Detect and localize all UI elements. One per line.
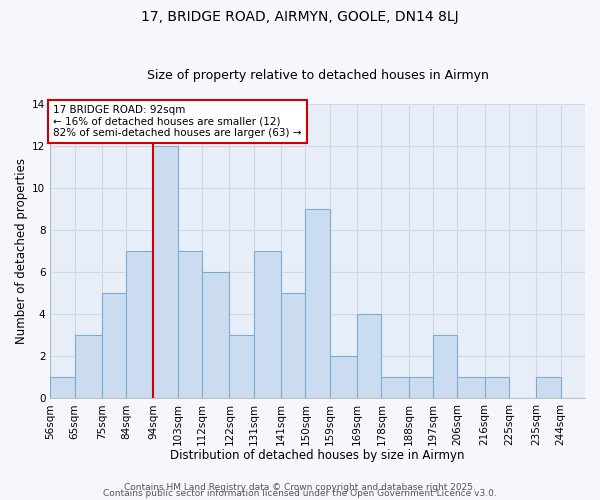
Text: 17 BRIDGE ROAD: 92sqm
← 16% of detached houses are smaller (12)
82% of semi-deta: 17 BRIDGE ROAD: 92sqm ← 16% of detached … <box>53 105 301 138</box>
X-axis label: Distribution of detached houses by size in Airmyn: Distribution of detached houses by size … <box>170 450 465 462</box>
Bar <box>357 314 382 398</box>
Bar <box>409 378 433 398</box>
Bar <box>126 251 154 398</box>
Bar <box>305 209 330 398</box>
Y-axis label: Number of detached properties: Number of detached properties <box>15 158 28 344</box>
Bar <box>281 293 305 399</box>
Bar <box>75 336 102 398</box>
Bar <box>102 293 126 399</box>
Bar <box>433 336 457 398</box>
Bar <box>229 336 254 398</box>
Bar <box>382 378 409 398</box>
Title: Size of property relative to detached houses in Airmyn: Size of property relative to detached ho… <box>147 69 488 82</box>
Bar <box>154 146 178 399</box>
Bar <box>330 356 357 399</box>
Bar <box>254 251 281 398</box>
Text: 17, BRIDGE ROAD, AIRMYN, GOOLE, DN14 8LJ: 17, BRIDGE ROAD, AIRMYN, GOOLE, DN14 8LJ <box>141 10 459 24</box>
Bar <box>178 251 202 398</box>
Text: Contains public sector information licensed under the Open Government Licence v3: Contains public sector information licen… <box>103 490 497 498</box>
Bar <box>202 272 229 398</box>
Text: Contains HM Land Registry data © Crown copyright and database right 2025.: Contains HM Land Registry data © Crown c… <box>124 484 476 492</box>
Bar <box>50 378 75 398</box>
Bar <box>536 378 560 398</box>
Bar <box>485 378 509 398</box>
Bar <box>457 378 485 398</box>
